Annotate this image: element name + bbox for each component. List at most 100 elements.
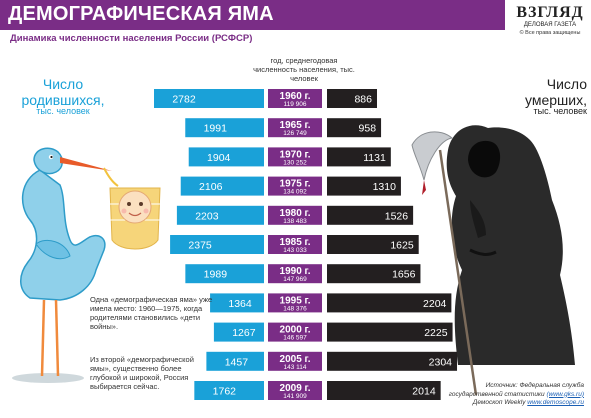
year-label: 1990 г.: [280, 266, 311, 277]
year-box: [268, 205, 322, 225]
baby-bundle-illustration: [109, 187, 161, 250]
births-bar: [185, 264, 264, 284]
year-box: [268, 147, 322, 167]
births-bar: [176, 205, 264, 225]
year-label: 1985 г.: [280, 237, 311, 248]
year-label: 1965 г.: [280, 120, 311, 131]
births-value-label: 2782: [172, 94, 196, 106]
page-title: ДЕМОГРАФИЧЕСКАЯ ЯМА: [8, 3, 274, 25]
logo-rights: © Все права защищены: [519, 30, 581, 36]
year-box: [268, 176, 322, 196]
year-label: 1960 г.: [280, 91, 311, 102]
page-subtitle: Динамика численности населения России (Р…: [10, 33, 253, 44]
source-line-3: Демоскоп Weekly www.demoscope.ru: [360, 399, 584, 408]
deaths-value-label: 1625: [390, 240, 414, 252]
deaths-value-label: 1656: [392, 269, 416, 281]
deaths-bar: [327, 235, 419, 254]
births-bar: [194, 381, 264, 400]
births-bar: [154, 89, 264, 108]
deaths-value-label: 2304: [429, 356, 453, 368]
births-value-label: 1457: [225, 356, 249, 368]
deaths-value-label: 2014: [412, 386, 436, 398]
births-value-label: 1904: [207, 152, 231, 164]
births-value-label: 1991: [204, 123, 228, 135]
year-label: 2005 г.: [280, 354, 311, 365]
logo-tagline: ДЕЛОВАЯ ГАЗЕТА: [523, 22, 577, 28]
deaths-bar: [327, 381, 441, 400]
deaths-value-label: 2225: [424, 327, 448, 339]
year-label: 1975 г.: [280, 179, 311, 190]
year-box: [268, 293, 322, 313]
population-label: 147 969: [283, 276, 307, 283]
births-value-label: 1762: [213, 386, 237, 398]
deaths-value-label: 1526: [385, 210, 409, 222]
deaths-bar: [327, 89, 377, 108]
population-label: 126 749: [283, 130, 307, 137]
year-box: [268, 264, 322, 284]
births-legend-title: Число родившихся,: [21, 76, 105, 108]
year-box: [268, 89, 322, 108]
births-bar: [185, 118, 264, 138]
deaths-value-label: 1131: [363, 152, 386, 164]
year-box: [268, 381, 322, 400]
population-label: 143 114: [283, 364, 306, 371]
deaths-legend-title: Число умерших,: [525, 76, 587, 108]
births-value-label: 2203: [195, 210, 219, 222]
deaths-bar: [327, 322, 453, 342]
births-bar: [170, 235, 264, 254]
source-line-2: государственной статистики (www.gks.ru): [360, 391, 584, 400]
deaths-value-label: 1310: [373, 181, 397, 193]
vzglyad-logo: ВЗГЛЯД ДЕЛОВАЯ ГАЗЕТА © Все права защище…: [514, 4, 586, 40]
source-line-1: Источник: Федеральная служба: [485, 382, 584, 389]
year-box: [268, 351, 322, 371]
source-line-2-text: государственной статистики: [448, 390, 547, 398]
year-label: 1970 г.: [280, 149, 311, 160]
population-label: 143 033: [283, 247, 307, 254]
births-bar: [180, 176, 264, 196]
births-bar: [210, 293, 264, 313]
deaths-value-label: 958: [359, 123, 377, 135]
births-bar: [206, 351, 264, 371]
deaths-bar: [327, 264, 421, 284]
year-label: 1995 г.: [280, 295, 311, 306]
year-box: [268, 118, 322, 138]
source-note: Источник: Федеральная служба государстве…: [360, 382, 584, 408]
note-second-hole: Из второй «демографической ямы», существ…: [90, 355, 194, 391]
note-first-hole: Одна «демографическая яма» уже имела мес…: [90, 295, 213, 331]
year-label: 2000 г.: [280, 325, 311, 336]
deaths-bar: [327, 293, 452, 313]
deaths-value-label: 2204: [423, 298, 447, 310]
births-value-label: 1267: [232, 327, 256, 339]
year-box: [268, 235, 322, 254]
population-label: 119 906: [283, 101, 306, 108]
births-value-label: 1989: [204, 269, 228, 281]
births-bar: [188, 147, 264, 167]
bars-group: 2782 1960 г.119 906 886 1991 1965 г.126 749 9…: [154, 89, 458, 400]
births-bar: [213, 322, 264, 342]
source-line-3-text: Демоскоп Weekly: [472, 399, 528, 406]
population-label: 148 376: [283, 305, 307, 312]
deaths-bar: [327, 176, 401, 196]
year-column-header: год, среднегодовая численность населения…: [253, 56, 355, 83]
gks-link[interactable]: (www.gks.ru): [546, 390, 584, 398]
population-label: 146 597: [283, 335, 307, 342]
year-box: [268, 322, 322, 342]
births-value-label: 2375: [188, 240, 212, 252]
year-label: 1980 г.: [280, 208, 311, 219]
deaths-bar: [327, 351, 458, 371]
logo-name: ВЗГЛЯД: [516, 4, 584, 21]
population-label: 141 909: [283, 393, 307, 400]
deaths-bar: [327, 205, 414, 225]
deaths-bar: [327, 118, 382, 138]
year-label: 2009 г.: [280, 383, 311, 394]
demoscope-link[interactable]: www.demoscope.ru: [527, 399, 584, 406]
population-label: 134 092: [283, 189, 307, 196]
title-bar: [0, 0, 505, 30]
births-value-label: 2106: [199, 181, 223, 193]
deaths-value-label: 886: [354, 94, 372, 106]
births-value-label: 1364: [228, 298, 252, 310]
population-label: 138 483: [283, 218, 307, 225]
reaper-illustration: [411, 125, 575, 396]
births-legend-unit: тыс. человек: [36, 106, 90, 116]
